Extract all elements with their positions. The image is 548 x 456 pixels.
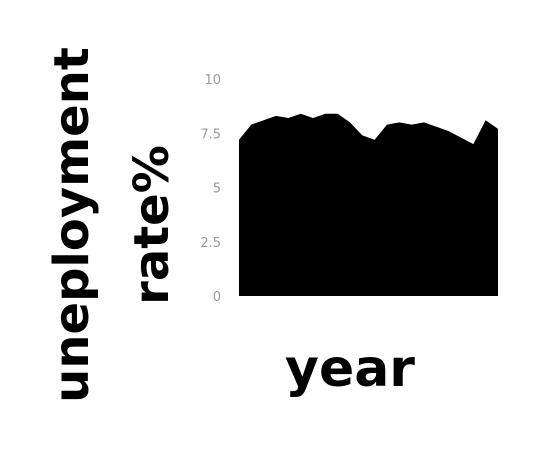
y-axis-ticks: 0 2.5 5 7.5 10 [200,73,221,305]
y-tick-label: 5 [213,182,221,197]
x-axis-title: year [285,339,415,399]
y-tick-label: 2.5 [200,236,221,251]
y-tick-label: 0 [213,290,221,305]
y-axis-title-line-2: rate% [124,145,180,305]
y-tick-label: 7.5 [200,127,221,142]
y-tick-label: 10 [204,73,221,88]
plot-area [239,113,498,296]
area-series-0 [239,113,498,296]
y-axis-title-line-1: uneployment [44,47,100,403]
